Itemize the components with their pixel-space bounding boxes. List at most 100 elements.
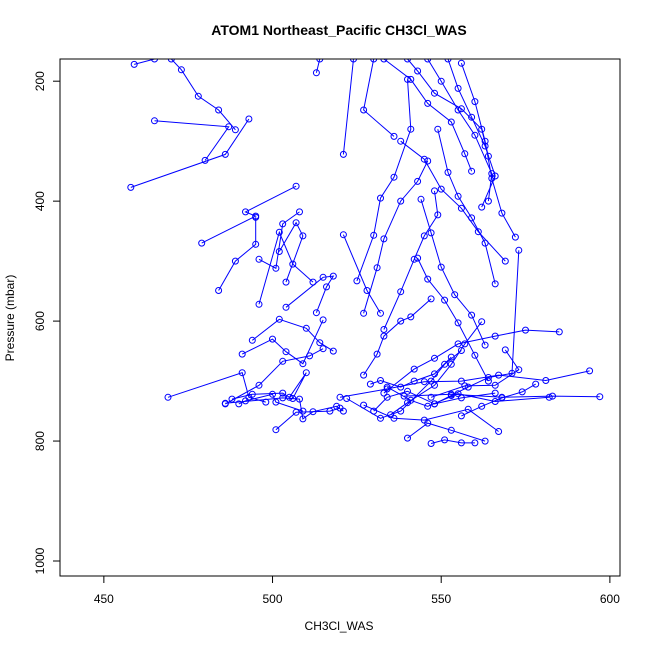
data-point xyxy=(461,340,469,348)
x-tick-label: 550 xyxy=(431,592,451,606)
data-point xyxy=(410,365,418,373)
data-point xyxy=(424,402,432,410)
data-point xyxy=(397,407,405,415)
data-point xyxy=(272,264,280,272)
data-point xyxy=(252,213,260,221)
data-point xyxy=(272,426,280,434)
data-point xyxy=(515,246,523,254)
chart-title: ATOM1 Northeast_Pacific CH3Cl_WAS xyxy=(211,22,466,38)
data-point xyxy=(478,318,486,326)
data-point xyxy=(441,360,449,368)
data-point xyxy=(130,60,138,68)
data-point xyxy=(397,317,405,325)
series-line-5 xyxy=(218,217,257,291)
data-point xyxy=(427,229,435,237)
series-line-16 xyxy=(275,407,341,431)
series-line-43 xyxy=(339,370,590,398)
data-point xyxy=(457,204,465,212)
series-line-11 xyxy=(241,319,324,365)
data-point xyxy=(508,369,516,377)
data-point xyxy=(380,235,388,243)
data-point xyxy=(296,395,303,403)
data-point xyxy=(518,388,526,396)
data-point xyxy=(457,105,465,113)
series-line-0 xyxy=(134,59,155,65)
series-line-7 xyxy=(278,221,304,283)
data-point xyxy=(407,313,415,321)
data-point xyxy=(285,393,293,401)
data-point xyxy=(360,309,368,317)
data-point xyxy=(319,316,327,324)
series-line-4 xyxy=(201,185,297,244)
data-point xyxy=(221,399,229,407)
data-point xyxy=(215,106,223,114)
data-point xyxy=(248,390,256,398)
data-point xyxy=(420,232,428,240)
data-point xyxy=(397,137,405,145)
data-point xyxy=(360,401,368,409)
data-point xyxy=(289,260,297,268)
series-line-3 xyxy=(154,120,230,161)
data-point xyxy=(323,283,330,291)
series-line-39 xyxy=(437,129,496,285)
series-line-32 xyxy=(430,439,475,444)
data-point xyxy=(377,309,384,317)
series-line-36 xyxy=(447,59,496,208)
data-point xyxy=(437,77,445,85)
data-point xyxy=(424,157,432,165)
data-point xyxy=(255,255,263,263)
series-line-17 xyxy=(238,393,304,412)
series-line-18 xyxy=(315,59,321,73)
y-tick-label: 400 xyxy=(33,191,47,211)
x-tick-label: 600 xyxy=(600,592,620,606)
series-line-33 xyxy=(383,59,473,172)
data-point xyxy=(491,398,499,405)
series-line-24 xyxy=(383,190,439,330)
data-point xyxy=(151,59,158,63)
series-line-1 xyxy=(170,59,236,131)
data-point xyxy=(282,303,290,311)
data-point xyxy=(336,393,344,401)
series-line-45 xyxy=(430,349,520,398)
data-point xyxy=(457,59,465,67)
data-point xyxy=(383,385,391,393)
data-point xyxy=(309,278,317,286)
series-line-25 xyxy=(363,298,432,376)
data-point xyxy=(454,340,462,348)
data-point xyxy=(339,231,347,239)
series-line-15 xyxy=(225,397,344,420)
data-point xyxy=(586,367,594,375)
data-point xyxy=(292,219,300,227)
series-line-20 xyxy=(363,59,395,137)
x-axis: 450 500 550 600 xyxy=(94,575,620,606)
series-line-6 xyxy=(258,211,300,270)
data-point xyxy=(198,239,206,247)
data-point xyxy=(339,150,347,158)
series-line-8 xyxy=(258,230,314,305)
data-point xyxy=(407,75,415,83)
data-point xyxy=(366,380,374,388)
data-point xyxy=(370,231,378,239)
y-axis-label: Pressure (mbar) xyxy=(3,275,17,362)
data-point xyxy=(424,59,432,63)
data-point xyxy=(555,328,563,336)
data-point xyxy=(491,389,499,397)
series-line-29 xyxy=(363,404,499,432)
series-line-19 xyxy=(342,59,354,155)
series-line-44 xyxy=(404,393,600,398)
data-point xyxy=(238,369,246,377)
data-point xyxy=(447,360,455,368)
data-point xyxy=(269,390,276,398)
data-point xyxy=(215,287,223,294)
data-point xyxy=(468,214,476,222)
x-tick-label: 450 xyxy=(94,592,114,606)
data-point xyxy=(420,378,428,386)
data-point xyxy=(481,142,489,150)
y-tick-label: 800 xyxy=(33,431,47,451)
data-point xyxy=(532,380,540,388)
data-point xyxy=(481,437,489,445)
data-point xyxy=(350,59,357,63)
data-point xyxy=(231,257,239,265)
data-point xyxy=(484,377,492,385)
data-point xyxy=(501,257,509,265)
